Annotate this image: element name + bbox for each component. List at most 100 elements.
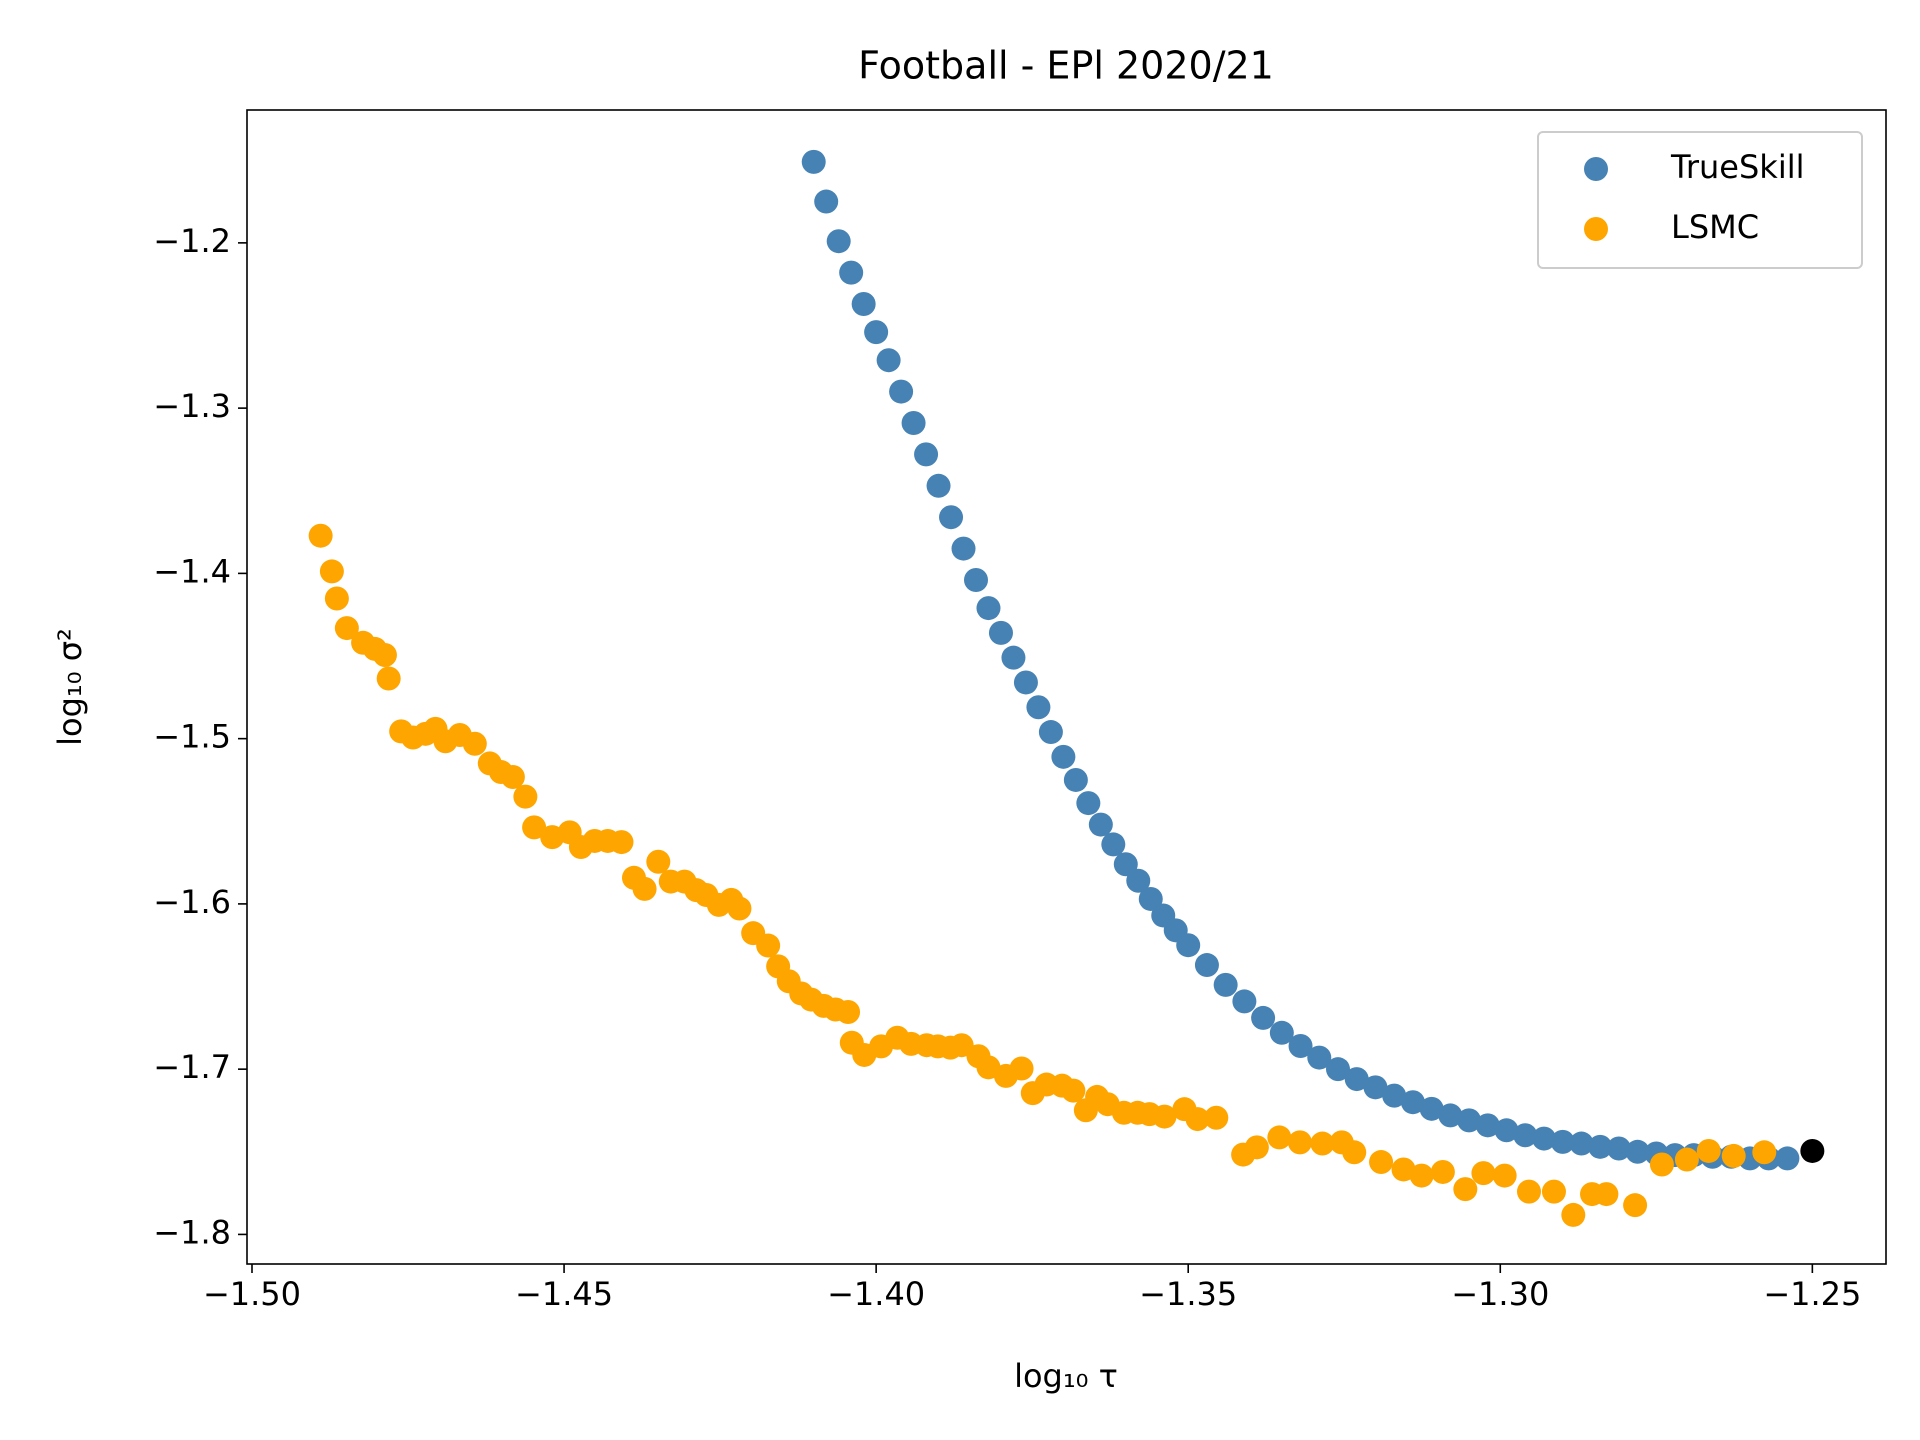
y-tick-label: −1.8 xyxy=(153,1213,231,1251)
x-tick-label: −1.25 xyxy=(1763,1275,1861,1313)
point xyxy=(1204,1105,1229,1130)
point xyxy=(334,616,359,641)
point xyxy=(1391,1157,1416,1182)
point xyxy=(1453,1177,1478,1202)
point xyxy=(376,666,401,691)
point xyxy=(876,348,901,373)
point xyxy=(1113,852,1138,877)
point xyxy=(926,473,951,498)
point xyxy=(372,643,397,668)
point xyxy=(1287,1130,1312,1155)
point xyxy=(939,505,964,530)
point xyxy=(1307,1045,1332,1070)
point xyxy=(1471,1161,1496,1186)
point xyxy=(1419,1096,1444,1121)
point xyxy=(1594,1182,1619,1207)
point xyxy=(826,229,851,254)
point xyxy=(1531,1126,1556,1151)
point xyxy=(1269,1020,1294,1045)
point xyxy=(1342,1140,1367,1165)
point xyxy=(914,442,939,467)
point xyxy=(1063,767,1088,792)
point xyxy=(1369,1150,1394,1175)
point xyxy=(1288,1034,1313,1059)
point xyxy=(1344,1067,1369,1092)
point xyxy=(1267,1125,1292,1150)
point xyxy=(1101,832,1126,857)
legend-label: LSMC xyxy=(1671,208,1759,246)
x-axis-label: log₁₀ τ xyxy=(1014,1357,1118,1395)
point xyxy=(1696,1138,1721,1163)
point xyxy=(1400,1090,1425,1115)
point xyxy=(462,731,487,756)
y-tick-label: −1.3 xyxy=(153,387,231,425)
y-tick-label: −1.7 xyxy=(153,1048,231,1086)
point xyxy=(1409,1163,1434,1188)
point xyxy=(1541,1179,1566,1204)
y-tick-label: −1.5 xyxy=(153,718,231,756)
point xyxy=(976,596,1001,621)
point xyxy=(1185,1107,1210,1132)
point xyxy=(609,830,634,855)
point xyxy=(1126,868,1151,893)
point xyxy=(1721,1143,1746,1168)
point xyxy=(1176,933,1201,958)
point xyxy=(1038,720,1063,745)
point xyxy=(1606,1136,1631,1161)
point xyxy=(1009,1056,1034,1081)
point xyxy=(632,876,657,901)
point xyxy=(839,260,864,285)
point xyxy=(1310,1131,1335,1156)
point xyxy=(1213,972,1238,997)
point xyxy=(1475,1113,1500,1138)
point xyxy=(1013,670,1038,695)
x-tick-label: −1.35 xyxy=(1139,1275,1237,1313)
point xyxy=(1076,791,1101,816)
point xyxy=(1561,1202,1586,1227)
y-tick-label: −1.2 xyxy=(153,222,231,260)
point xyxy=(1430,1159,1455,1184)
legend-label: TrueSkill xyxy=(1670,148,1804,186)
x-tick-label: −1.30 xyxy=(1451,1275,1549,1313)
point xyxy=(1061,1078,1086,1103)
point xyxy=(801,149,826,174)
point xyxy=(500,764,525,789)
point xyxy=(1382,1083,1407,1108)
highlight-point xyxy=(1800,1138,1825,1163)
point xyxy=(1138,886,1163,911)
point xyxy=(513,784,538,809)
point xyxy=(1513,1123,1538,1148)
point xyxy=(988,620,1013,645)
point xyxy=(1232,989,1257,1014)
point xyxy=(1363,1075,1388,1100)
x-tick-label: −1.50 xyxy=(203,1275,301,1313)
point xyxy=(1152,1104,1177,1129)
point xyxy=(522,815,547,840)
point xyxy=(308,523,333,548)
x-tick-label: −1.40 xyxy=(827,1275,925,1313)
point xyxy=(1625,1139,1650,1164)
point xyxy=(727,896,752,921)
point xyxy=(814,189,839,214)
point xyxy=(324,586,349,611)
legend-marker xyxy=(1584,217,1608,241)
y-tick-label: −1.6 xyxy=(153,883,231,921)
point xyxy=(1438,1103,1463,1128)
point xyxy=(901,410,926,435)
point xyxy=(1674,1147,1699,1172)
legend-box xyxy=(1537,131,1863,269)
point xyxy=(1494,1118,1519,1143)
point xyxy=(1051,744,1076,769)
point xyxy=(1588,1134,1613,1159)
plot-frame xyxy=(246,109,1887,1265)
point xyxy=(951,536,976,561)
point xyxy=(851,292,876,317)
point xyxy=(1244,1135,1269,1160)
point xyxy=(1775,1146,1800,1171)
point xyxy=(836,999,861,1024)
point xyxy=(1623,1193,1648,1218)
point xyxy=(864,320,889,345)
point xyxy=(1649,1152,1674,1177)
